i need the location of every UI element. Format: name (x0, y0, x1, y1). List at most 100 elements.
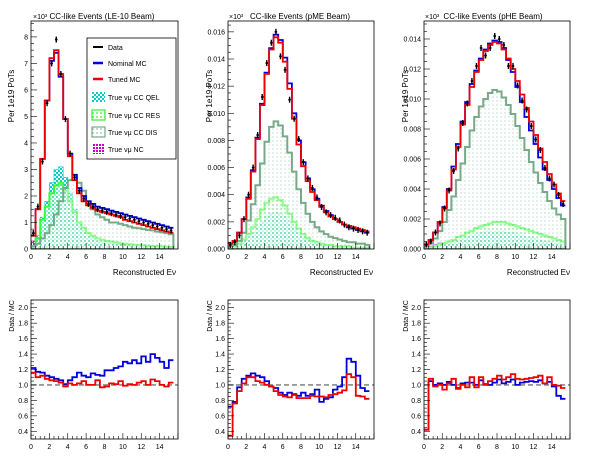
series-layer (31, 353, 178, 389)
panel-le10-spectrum: CC-like Events (LE-10 Beam) ×10³ Per 1e1… (7, 12, 179, 277)
x-tick-label: 14 (548, 444, 556, 451)
data-point (77, 187, 81, 194)
y-tick-label: 0.008 (207, 138, 225, 145)
x-tick-label: 4 (459, 254, 463, 261)
data-point (270, 39, 273, 46)
data-point (352, 225, 355, 232)
x-tick-label: 4 (66, 254, 70, 261)
x-tick-label: 10 (119, 444, 127, 451)
y-tick-label: 4 (24, 140, 28, 147)
y-tick-label: 0 (24, 247, 28, 254)
y-axis-label: Data / MC (207, 300, 214, 332)
x-tick-label: 12 (530, 254, 538, 261)
x-tick-label: 12 (334, 444, 342, 451)
chart-title: CC-like Events (LE-10 Beam) (50, 12, 155, 21)
legend-entry-nominal: Nominal MC (93, 61, 147, 68)
series-tuned-mc (31, 371, 174, 389)
y-axis-label: Data / MC (403, 300, 410, 332)
data-point (529, 123, 533, 129)
data-point (55, 36, 58, 43)
x-tick-label: 14 (548, 254, 556, 261)
legend-entry-data: Data (93, 45, 123, 52)
legend-label-nc: True νμ NC (108, 147, 144, 154)
data-point (32, 230, 35, 237)
plot-frame (227, 299, 375, 440)
y-tick-label: 0.000 (207, 247, 225, 254)
x-tick-label: 0 (29, 254, 33, 261)
y-tick-label: 1.0 (18, 382, 28, 389)
legend: Data Nominal MC Tuned MC True νμ CC QEL … (86, 37, 177, 160)
data-point (539, 147, 542, 153)
x-tick-label: 2 (244, 254, 248, 261)
plot-area-pme: 0 2 4 6 8 10 12 14 0.000 0.002 0.004 0.006 0.008 0.01… (207, 20, 375, 261)
data-point (338, 217, 342, 224)
data-point (320, 203, 323, 210)
data-point (283, 66, 287, 73)
y-tick-label: 2 (24, 193, 28, 200)
y-tick-label: 1.8 (215, 321, 225, 328)
x-tick-label: 4 (263, 254, 267, 261)
data-point (315, 194, 319, 201)
x-tick-label: 8 (495, 254, 499, 261)
y-tick-label: 0.006 (403, 157, 421, 164)
data-point (64, 116, 67, 123)
panel-pme-spectrum: CC-like Events (pME Beam) ×10³ Per 1e19 … (205, 12, 375, 277)
y-tick-label: 0.6 (215, 413, 225, 420)
y-tick-label: 0.6 (411, 413, 421, 420)
y-tick-label: 7 (24, 61, 28, 68)
data-point (156, 223, 159, 230)
y-tick-label: 1.2 (215, 367, 225, 374)
plot-area-pme-ratio: 0 2 4 6 8 10 12 14 0.4 0.6 0.8 1.0 1.2 1.4 1.6 1.8 2.0 (215, 299, 375, 451)
data-point (552, 181, 556, 188)
data-point (548, 175, 551, 182)
x-tick-label: 2 (244, 444, 248, 451)
data-point (45, 100, 49, 107)
data-point (365, 229, 369, 236)
data-point (520, 97, 524, 104)
y-tick-label: 0.010 (403, 97, 421, 104)
data-point (169, 227, 173, 234)
data-point (502, 42, 506, 48)
plot-area-phe: 0 2 4 6 8 10 12 14 0.000 0.002 0.004 0.006 0.008 0.01… (403, 20, 571, 261)
legend-label-nominal: Nominal MC (108, 61, 147, 68)
data-point (311, 184, 314, 191)
data-point (105, 208, 109, 215)
series-layer (228, 357, 374, 437)
x-axis-label: Reconstructed Eν (113, 268, 176, 277)
data-point (82, 195, 86, 202)
x-tick-label: 8 (103, 254, 107, 261)
y-exponent: ×10³ (33, 14, 48, 21)
legend-swatch-nc (92, 144, 105, 154)
y-tick-label: 0.004 (207, 192, 225, 199)
data-point (128, 215, 132, 222)
y-tick-label: 5 (24, 114, 28, 121)
plot-frame (423, 299, 571, 440)
y-tick-label: 0.4 (18, 429, 28, 436)
y-axis-label: Per 1e19 PoTs (205, 70, 214, 122)
data-point (466, 100, 469, 107)
data-point (484, 52, 487, 59)
x-tick-label: 12 (334, 254, 342, 261)
data-point (356, 227, 360, 233)
series-nominal-mc (424, 378, 566, 431)
x-tick-label: 6 (84, 444, 88, 451)
data-point (41, 158, 44, 165)
x-tick-label: 2 (440, 444, 444, 451)
y-tick-label: 1.0 (411, 382, 421, 389)
y-exponent: ×10³ (425, 14, 440, 21)
y-tick-label: 0.8 (215, 398, 225, 405)
data-point (251, 164, 255, 171)
data-point (247, 191, 250, 198)
x-tick-label: 12 (137, 254, 145, 261)
x-axis-label: Reconstructed Eν (507, 268, 570, 277)
x-tick-label: 6 (281, 444, 285, 451)
data-point (456, 145, 460, 152)
data-point (73, 174, 76, 181)
y-tick-label: 1.6 (18, 336, 28, 343)
panel-phe-ratio: Data / MC 0 2 4 6 8 10 12 14 0.4 0.6 0.8 1.0 1.2 1.4 1… (403, 299, 571, 451)
data-point (461, 120, 465, 126)
data-point (68, 150, 72, 157)
series-tuned-mc (228, 36, 370, 245)
